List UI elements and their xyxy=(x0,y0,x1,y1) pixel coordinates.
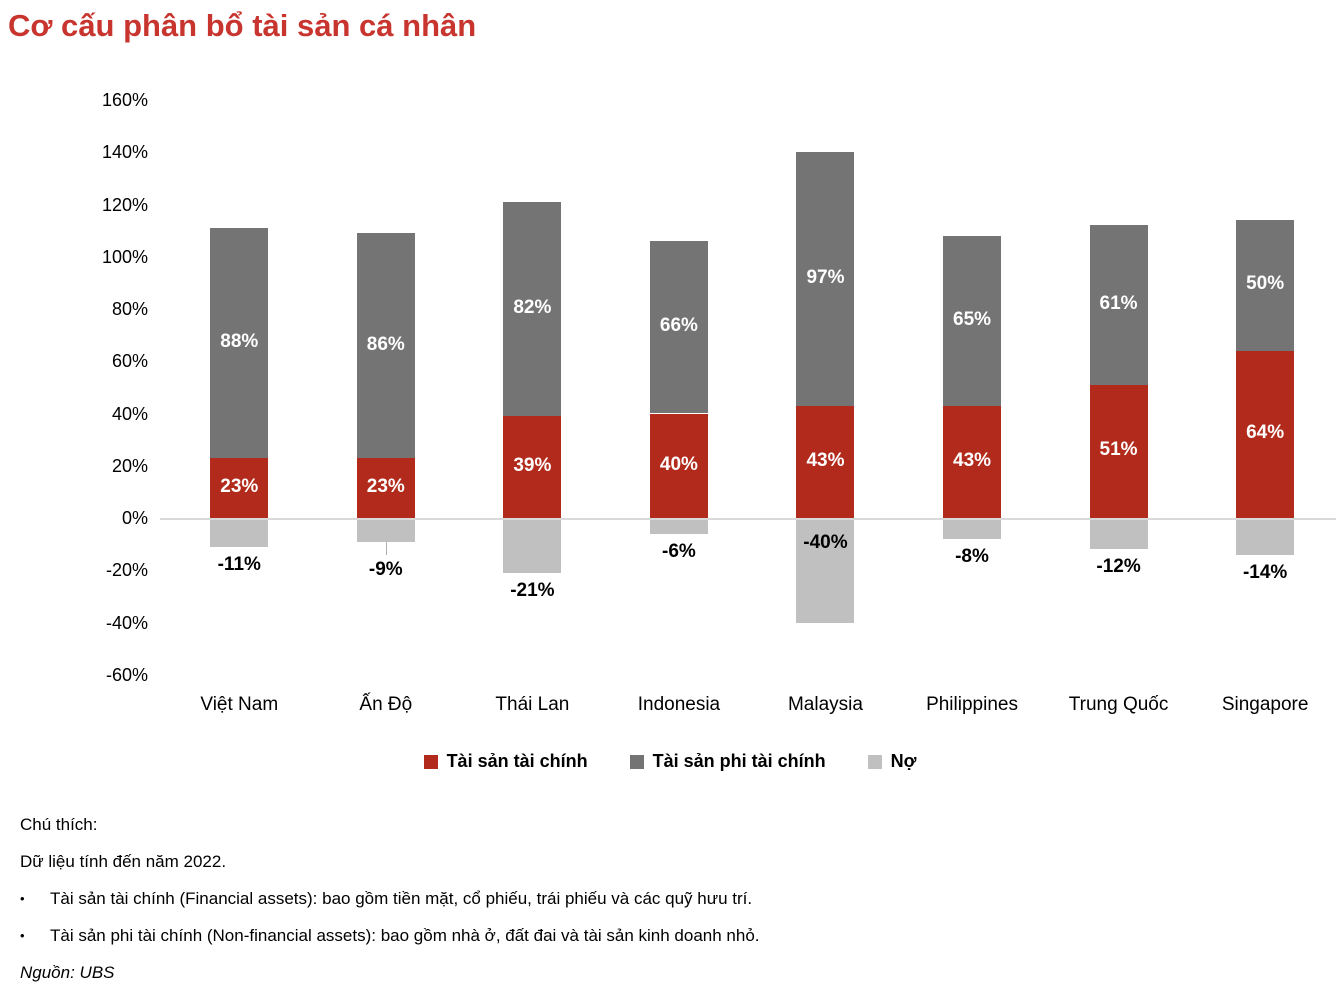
y-axis-tick-label: 120% xyxy=(101,194,148,215)
y-axis-tick-label: 0% xyxy=(121,508,148,528)
bullet-icon: • xyxy=(20,928,25,943)
note-bullet-item: • Tài sản phi tài chính (Non-financial a… xyxy=(20,917,1320,954)
note-bullet-text: Tài sản tài chính (Financial assets): ba… xyxy=(50,889,753,908)
bar-segment-nonfinancial xyxy=(210,228,269,458)
legend-item: Tài sản tài chính xyxy=(423,751,588,772)
x-axis-label: Thái Lan xyxy=(495,694,570,715)
y-axis-tick-label: 40% xyxy=(111,403,148,424)
x-axis-label: Indonesia xyxy=(637,694,721,715)
legend-label: Nợ xyxy=(890,751,917,771)
y-axis-tick-label: 80% xyxy=(111,299,148,319)
bar-label-financial: 64% xyxy=(1246,422,1285,444)
page-title: Cơ cấu phân bổ tài sản cá nhân xyxy=(8,8,477,43)
bar-label-debt: -11% xyxy=(217,553,261,575)
x-axis-label: Malaysia xyxy=(787,694,863,715)
bar-segment-nonfinancial xyxy=(356,233,415,458)
bar-label-nonfinancial: 82% xyxy=(513,297,552,318)
bar-label-nonfinancial: 50% xyxy=(1246,273,1285,295)
source-note: Nguồn: UBS xyxy=(20,963,115,982)
y-axis-tick-label: 160% xyxy=(101,90,148,110)
bar-label-debt: -40% xyxy=(803,532,848,553)
notes-data-note: Dữ liệu tính đến năm 2022. xyxy=(20,852,227,871)
bar-label-nonfinancial: 66% xyxy=(659,315,698,337)
asset-allocation-stacked-bar-chart: 160% 140% 120% 100% 80% 60% 40% 20% 0% -20% -40% -6… xyxy=(0,60,1340,740)
legend-swatch-icon xyxy=(629,754,644,769)
y-axis-tick-label: 20% xyxy=(111,455,148,476)
bar-segment-debt xyxy=(649,518,708,534)
bar-segment-nonfinancial xyxy=(943,235,1002,406)
debt-leader-line xyxy=(385,541,387,555)
bar-label-financial: 23% xyxy=(366,475,405,497)
bar-segment-debt xyxy=(210,518,269,547)
bar-label-debt: -9% xyxy=(368,558,403,580)
bar-segment-financial xyxy=(796,405,855,518)
bar-segment-debt xyxy=(356,518,415,542)
bar-label-financial: 40% xyxy=(659,453,698,475)
x-axis-label: Ấn Độ xyxy=(359,694,413,715)
legend-label: Tài sản tài chính xyxy=(446,751,588,771)
bar-segment-financial xyxy=(356,457,415,518)
legend-swatch-icon xyxy=(867,754,882,769)
x-axis-label: Philippines xyxy=(926,694,1018,715)
chart-legend: Tài sản tài chính Tài sản phi tài chính Nợ xyxy=(0,751,1340,772)
bar-segment-nonfinancial xyxy=(1089,225,1148,385)
bar-label-debt: -6% xyxy=(662,540,696,562)
bar-segment-financial xyxy=(649,413,708,518)
y-axis-tick-label: -20% xyxy=(105,560,148,581)
bar-segment-debt xyxy=(1236,518,1295,555)
legend-item: Tài sản phi tài chính xyxy=(629,751,826,772)
bar-segment-financial xyxy=(1236,350,1295,518)
bar-segment-debt xyxy=(1089,518,1148,550)
bar-label-financial: 23% xyxy=(220,475,259,497)
legend-swatch-icon xyxy=(423,754,438,769)
legend-label: Tài sản phi tài chính xyxy=(652,751,826,771)
zero-axis-line xyxy=(160,518,1336,520)
bullet-icon: • xyxy=(20,891,25,906)
y-axis-tick-label: 60% xyxy=(111,351,148,372)
bar-segment-nonfinancial xyxy=(649,241,708,414)
x-axis-label: Việt Nam xyxy=(200,694,279,715)
bar-segment-financial xyxy=(1089,384,1148,518)
y-axis-tick-label: 140% xyxy=(101,142,148,163)
bar-label-nonfinancial: 65% xyxy=(953,308,992,330)
bar-label-financial: 51% xyxy=(1099,439,1138,461)
bar-label-debt: -14% xyxy=(1242,561,1288,583)
bar-segment-debt xyxy=(943,518,1002,539)
bar-segment-financial xyxy=(943,405,1002,518)
y-axis-tick-label: -40% xyxy=(105,612,148,633)
bar-segment-nonfinancial xyxy=(503,201,562,417)
y-axis-tick-label: 100% xyxy=(101,246,148,267)
bar-label-nonfinancial: 61% xyxy=(1099,293,1138,315)
note-bullet-text: Tài sản phi tài chính (Non-financial ass… xyxy=(50,926,760,945)
notes-section: Chú thích: Dữ liệu tính đến năm 2022. • … xyxy=(20,806,1320,991)
bar-segment-debt xyxy=(503,518,562,573)
bar-segment-financial xyxy=(210,457,269,518)
bar-label-financial: 43% xyxy=(953,449,992,471)
bar-label-financial: 39% xyxy=(513,455,552,477)
bar-label-debt: -12% xyxy=(1096,556,1141,578)
bar-segment-debt xyxy=(796,518,855,623)
x-axis-label: Singapore xyxy=(1221,694,1309,715)
bar-label-financial: 43% xyxy=(806,449,845,471)
bar-label-debt: -21% xyxy=(510,579,555,601)
legend-item: Nợ xyxy=(867,751,917,772)
y-axis-tick-label: -60% xyxy=(105,664,148,685)
bar-label-nonfinancial: 97% xyxy=(806,266,845,288)
x-axis-label: Trung Quốc xyxy=(1068,694,1169,715)
bar-segment-nonfinancial xyxy=(1236,220,1295,351)
notes-heading: Chú thích: xyxy=(20,815,98,834)
bar-segment-financial xyxy=(503,416,562,518)
bar-segment-nonfinancial xyxy=(796,152,855,406)
bar-label-debt: -8% xyxy=(955,545,989,567)
bar-label-nonfinancial: 88% xyxy=(220,330,259,352)
bar-label-nonfinancial: 86% xyxy=(366,333,405,355)
note-bullet-item: • Tài sản tài chính (Financial assets): … xyxy=(20,880,1320,917)
